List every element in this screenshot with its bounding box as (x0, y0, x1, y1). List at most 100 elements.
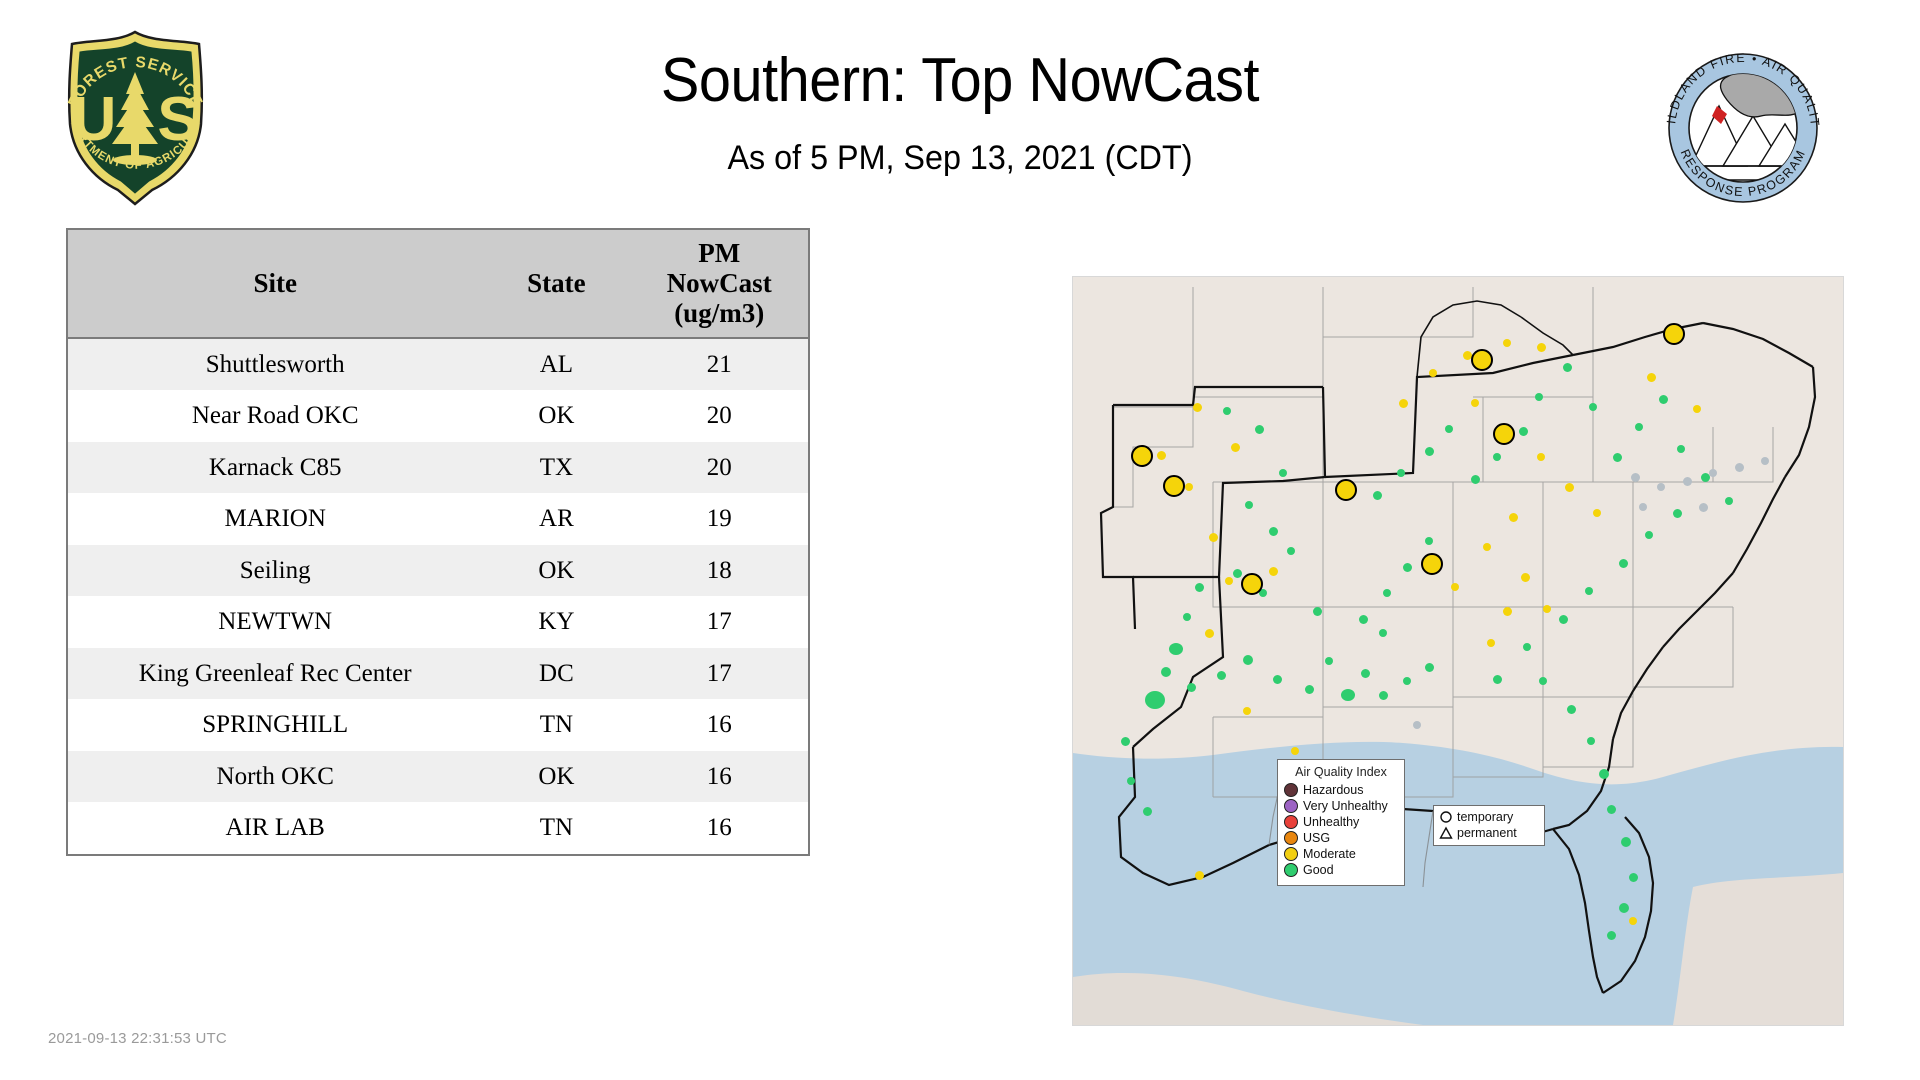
map-marker-no-data[interactable] (1631, 473, 1640, 482)
map-marker-good[interactable] (1255, 425, 1264, 434)
map-marker-good[interactable] (1523, 643, 1531, 651)
map-marker-good[interactable] (1725, 497, 1733, 505)
map-marker-good[interactable] (1217, 671, 1226, 680)
map-marker-good[interactable] (1425, 663, 1434, 672)
map-marker-top-site[interactable] (1663, 323, 1685, 345)
map-marker-moderate[interactable] (1243, 707, 1251, 715)
map-marker-good[interactable] (1659, 395, 1668, 404)
map-marker-good[interactable] (1195, 583, 1204, 592)
map-marker-good[interactable] (1259, 589, 1267, 597)
map-marker-moderate[interactable] (1537, 453, 1545, 461)
map-marker-good[interactable] (1183, 613, 1191, 621)
map-marker-good[interactable] (1629, 873, 1638, 882)
map-marker-good[interactable] (1425, 537, 1433, 545)
map-marker-no-data[interactable] (1683, 477, 1692, 486)
map-marker-top-site[interactable] (1421, 553, 1443, 575)
map-marker-good[interactable] (1635, 423, 1643, 431)
map-marker-moderate[interactable] (1399, 399, 1408, 408)
map-marker-moderate[interactable] (1291, 747, 1299, 755)
map-marker-good[interactable] (1273, 675, 1282, 684)
map-marker-good[interactable] (1559, 615, 1568, 624)
map-marker-moderate[interactable] (1509, 513, 1518, 522)
map-marker-good[interactable] (1223, 407, 1231, 415)
map-marker-moderate[interactable] (1503, 607, 1512, 616)
map-marker-good[interactable] (1403, 677, 1411, 685)
map-marker-good[interactable] (1599, 769, 1609, 779)
map-marker-no-data[interactable] (1735, 463, 1744, 472)
map-marker-moderate[interactable] (1647, 373, 1656, 382)
map-marker-good[interactable] (1341, 689, 1355, 701)
map-marker-good[interactable] (1121, 737, 1130, 746)
map-marker-good[interactable] (1233, 569, 1242, 578)
map-marker-moderate[interactable] (1451, 583, 1459, 591)
map-marker-good[interactable] (1539, 677, 1547, 685)
map-marker-good[interactable] (1361, 669, 1370, 678)
map-marker-good[interactable] (1425, 447, 1434, 456)
map-marker-moderate[interactable] (1463, 351, 1472, 360)
map-marker-no-data[interactable] (1761, 457, 1769, 465)
map-marker-good[interactable] (1701, 473, 1710, 482)
map-marker-moderate[interactable] (1195, 871, 1204, 880)
map-marker-moderate[interactable] (1483, 543, 1491, 551)
map-marker-top-site[interactable] (1493, 423, 1515, 445)
map-marker-moderate[interactable] (1693, 405, 1701, 413)
map-marker-top-site[interactable] (1163, 475, 1185, 497)
map-marker-moderate[interactable] (1209, 533, 1218, 542)
map-marker-good[interactable] (1587, 737, 1595, 745)
map-marker-moderate[interactable] (1205, 629, 1214, 638)
map-marker-good[interactable] (1621, 837, 1631, 847)
map-marker-good[interactable] (1585, 587, 1593, 595)
map-marker-good[interactable] (1493, 453, 1501, 461)
map-marker-moderate[interactable] (1593, 509, 1601, 517)
map-marker-good[interactable] (1519, 427, 1528, 436)
map-marker-good[interactable] (1607, 931, 1616, 940)
map-marker-good[interactable] (1313, 607, 1322, 616)
map-marker-no-data[interactable] (1657, 483, 1665, 491)
map-marker-moderate[interactable] (1269, 567, 1278, 576)
map-marker-moderate[interactable] (1537, 343, 1546, 352)
map-marker-good[interactable] (1677, 445, 1685, 453)
map-marker-good[interactable] (1325, 657, 1333, 665)
map-marker-top-site[interactable] (1335, 479, 1357, 501)
map-marker-moderate[interactable] (1185, 483, 1193, 491)
map-marker-moderate[interactable] (1429, 369, 1437, 377)
map-marker-moderate[interactable] (1193, 403, 1202, 412)
map-marker-good[interactable] (1287, 547, 1295, 555)
map-marker-good[interactable] (1645, 531, 1653, 539)
map-marker-good[interactable] (1161, 667, 1171, 677)
map-marker-top-site[interactable] (1471, 349, 1493, 371)
map-marker-good[interactable] (1445, 425, 1453, 433)
map-marker-good[interactable] (1279, 469, 1287, 477)
map-marker-good[interactable] (1243, 655, 1253, 665)
air-quality-monitor-map[interactable]: Air Quality Index Hazardous Very Unhealth… (1072, 276, 1844, 1026)
map-marker-good[interactable] (1269, 527, 1278, 536)
map-marker-good[interactable] (1563, 363, 1572, 372)
map-marker-moderate[interactable] (1543, 605, 1551, 613)
map-marker-no-data[interactable] (1709, 469, 1717, 477)
map-marker-moderate[interactable] (1487, 639, 1495, 647)
map-marker-top-site[interactable] (1241, 573, 1263, 595)
map-marker-good[interactable] (1613, 453, 1622, 462)
map-marker-good[interactable] (1145, 691, 1165, 709)
map-marker-good[interactable] (1127, 777, 1135, 785)
map-marker-no-data[interactable] (1699, 503, 1708, 512)
map-marker-good[interactable] (1493, 675, 1502, 684)
map-marker-good[interactable] (1305, 685, 1314, 694)
map-marker-moderate[interactable] (1471, 399, 1479, 407)
map-marker-good[interactable] (1143, 807, 1152, 816)
map-marker-good[interactable] (1373, 491, 1382, 500)
map-marker-good[interactable] (1471, 475, 1480, 484)
map-marker-top-site[interactable] (1131, 445, 1153, 467)
map-marker-good[interactable] (1383, 589, 1391, 597)
map-marker-good[interactable] (1379, 691, 1388, 700)
map-marker-moderate[interactable] (1231, 443, 1240, 452)
map-marker-good[interactable] (1397, 469, 1405, 477)
map-marker-no-data[interactable] (1413, 721, 1421, 729)
map-marker-moderate[interactable] (1565, 483, 1574, 492)
map-marker-good[interactable] (1359, 615, 1368, 624)
map-marker-good[interactable] (1535, 393, 1543, 401)
map-marker-good[interactable] (1619, 903, 1629, 913)
map-marker-good[interactable] (1673, 509, 1682, 518)
map-marker-good[interactable] (1379, 629, 1387, 637)
map-marker-good[interactable] (1589, 403, 1597, 411)
